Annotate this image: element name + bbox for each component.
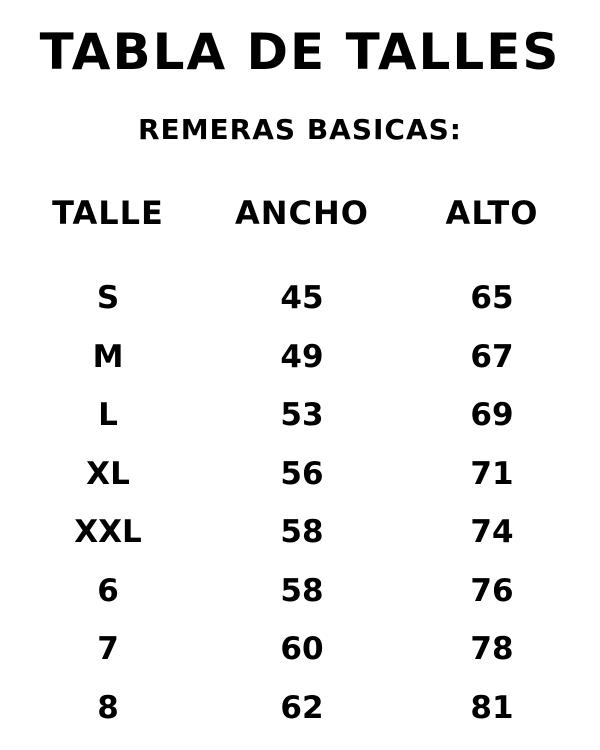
- alto-cell: 69: [470, 397, 514, 433]
- ancho-cell: 60: [280, 631, 324, 667]
- header-talle: TALLE: [52, 194, 164, 232]
- ancho-cell: 49: [280, 338, 324, 375]
- alto-cell: 74: [470, 514, 514, 550]
- ancho-cell: 58: [280, 514, 324, 550]
- ancho-cell: 62: [280, 689, 324, 726]
- alto-cell: 65: [470, 280, 514, 316]
- page-subtitle: REMERAS BASICAS:: [138, 113, 462, 146]
- alto-cell: 81: [470, 689, 514, 726]
- ancho-cell: 53: [280, 397, 324, 433]
- page-title: TABLA DE TALLES: [39, 23, 561, 81]
- alto-cell: 76: [470, 572, 514, 609]
- table-row: M 49 67: [0, 332, 600, 382]
- talle-cell: XL: [86, 455, 130, 492]
- talle-cell: M: [92, 338, 124, 375]
- talle-cell: 7: [97, 631, 119, 667]
- table-row: L 53 69: [0, 390, 600, 440]
- talle-cell: 8: [97, 689, 119, 726]
- table-header: TALLE ANCHO ALTO: [0, 188, 600, 238]
- alto-cell: 78: [470, 631, 514, 667]
- alto-cell: 71: [470, 455, 514, 492]
- talle-cell: S: [96, 280, 120, 316]
- table-row: S 45 65: [0, 273, 600, 323]
- table-row: 8 62 81: [0, 683, 600, 733]
- header-alto: ALTO: [445, 194, 539, 232]
- alto-cell: 67: [470, 338, 514, 375]
- talle-cell: 6: [97, 572, 119, 609]
- table-row: 7 60 78: [0, 624, 600, 674]
- ancho-cell: 58: [280, 572, 324, 609]
- talle-cell: L: [98, 397, 118, 433]
- header-ancho: ANCHO: [234, 194, 369, 232]
- table-row: XXL 58 74: [0, 507, 600, 557]
- talle-cell: XXL: [74, 514, 142, 550]
- ancho-cell: 56: [280, 455, 324, 492]
- ancho-cell: 45: [280, 280, 324, 316]
- table-row: XL 56 71: [0, 449, 600, 499]
- table-row: 6 58 76: [0, 566, 600, 616]
